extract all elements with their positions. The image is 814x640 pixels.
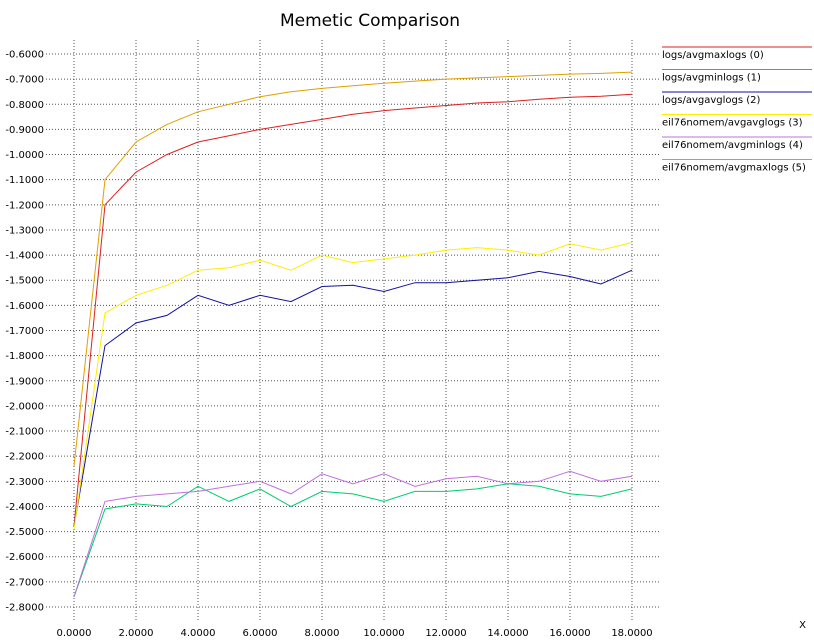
y-tick-label: -2.3000	[5, 477, 44, 488]
y-tick-label: -2.7000	[5, 577, 44, 588]
y-tick-label: -1.3000	[5, 225, 44, 236]
x-tick-label: 0.0000	[57, 628, 92, 639]
series-line-2	[73, 269, 633, 527]
x-tick-label: 8.0000	[305, 628, 340, 639]
chart-title: Memetic Comparison	[280, 11, 460, 31]
x-tick-label: 12.0000	[425, 628, 466, 639]
y-tick-label: -2.2000	[5, 452, 44, 463]
x-tick-label: 14.0000	[487, 628, 528, 639]
y-tick-label: -1.9000	[5, 376, 44, 387]
x-tick-label: 16.0000	[549, 628, 590, 639]
y-tick-label: -1.4000	[5, 251, 44, 262]
series-line-5	[73, 71, 633, 467]
y-tick-label: -2.8000	[5, 603, 44, 614]
series-line-3	[73, 242, 633, 530]
legend-label-0: logs/avgmaxlogs (0)	[662, 50, 764, 61]
legend-label-2: logs/avgavglogs (2)	[662, 95, 761, 106]
legend-label-5: eil76nomem/avgmaxlogs (5)	[662, 163, 806, 174]
y-tick-label: -1.2000	[5, 200, 44, 211]
x-tick-label: 2.0000	[119, 628, 154, 639]
y-tick-label: -1.1000	[5, 175, 44, 186]
axis-layer: -0.6000 -0.7000 -0.8000 -0.9000 -1.0000 -1.10…	[5, 50, 652, 640]
y-tick-label: -1.8000	[5, 351, 44, 362]
y-tick-label: -1.6000	[5, 301, 44, 312]
x-tick-label: 10.0000	[363, 628, 404, 639]
series-layer	[73, 71, 633, 598]
y-tick-label: -2.5000	[5, 527, 44, 538]
y-tick-label: -0.8000	[5, 100, 44, 111]
legend: logs/avgmaxlogs (0) logs/avgminlogs (1) lo…	[662, 46, 812, 174]
legend-label-4: eil76nomem/avgminlogs (4)	[662, 140, 803, 151]
x-tick-label: 18.0000	[611, 628, 652, 639]
y-tick-label: -1.7000	[5, 326, 44, 337]
series-line-4	[73, 470, 633, 598]
y-tick-label: -2.1000	[5, 427, 44, 438]
y-tick-label: -0.9000	[5, 125, 44, 136]
series-line-0	[73, 93, 633, 527]
y-tick-label: -2.0000	[5, 401, 44, 412]
y-tick-label: -1.0000	[5, 150, 44, 161]
x-axis-label: X	[799, 620, 806, 631]
series-line-1	[73, 483, 633, 598]
y-tick-label: -0.7000	[5, 75, 44, 86]
x-tick-label: 6.0000	[243, 628, 278, 639]
y-tick-label: -1.5000	[5, 276, 44, 287]
y-tick-label: -0.6000	[5, 50, 44, 61]
legend-label-1: logs/avgminlogs (1)	[662, 73, 761, 84]
x-tick-label: 4.0000	[181, 628, 216, 639]
legend-label-3: eil76nomem/avgavglogs (3)	[662, 118, 803, 129]
y-tick-label: -2.6000	[5, 552, 44, 563]
y-tick-label: -2.4000	[5, 502, 44, 513]
